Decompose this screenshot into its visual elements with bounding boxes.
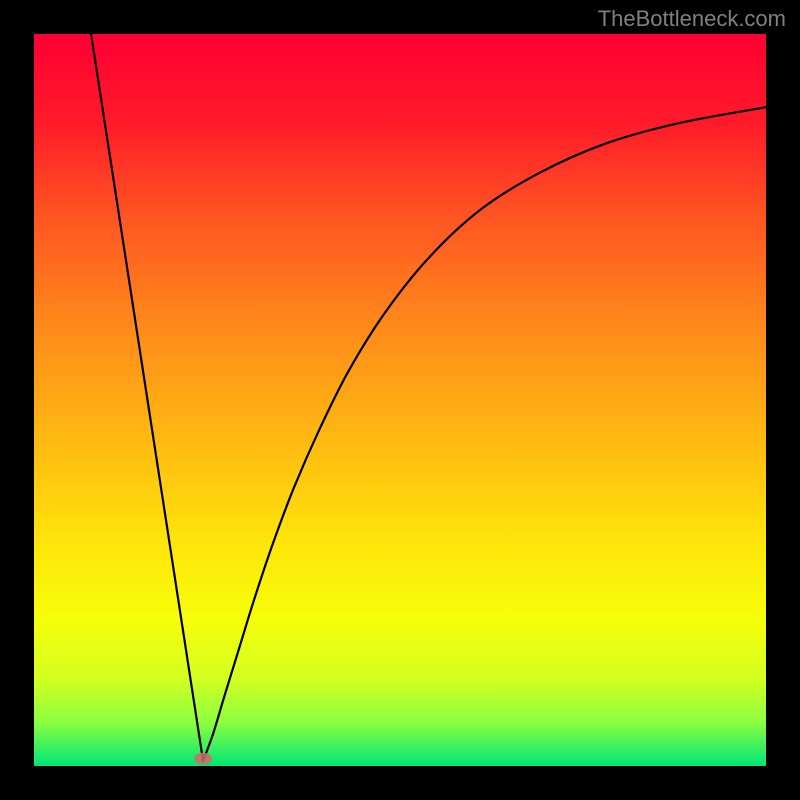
chart-background (34, 34, 766, 766)
minimum-marker (194, 753, 212, 765)
watermark-text: TheBottleneck.com (598, 6, 786, 32)
plot-area (34, 34, 766, 766)
chart-svg (34, 34, 766, 766)
chart-frame: TheBottleneck.com (0, 0, 800, 800)
